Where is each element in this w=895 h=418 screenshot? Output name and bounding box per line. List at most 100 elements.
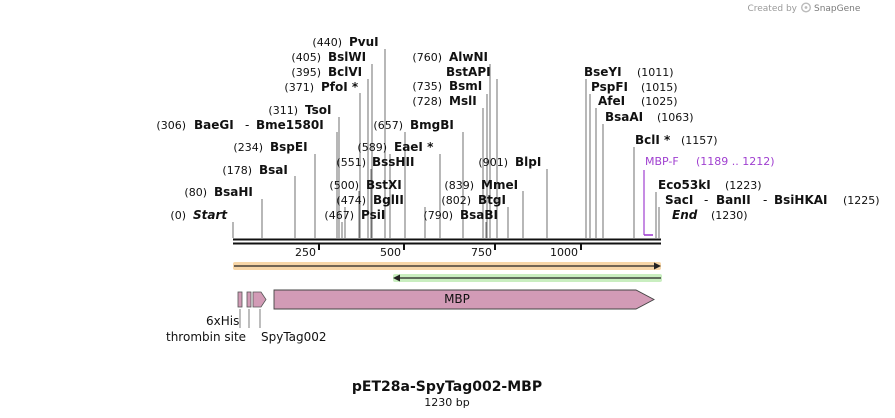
svg-text:Bme1580I: Bme1580I (256, 118, 324, 132)
svg-text:BsaBI: BsaBI (460, 208, 498, 222)
svg-text:PsiI: PsiI (361, 208, 385, 222)
svg-text:(440): (440) (312, 36, 342, 49)
svg-text:(311): (311) (268, 104, 298, 117)
site-pfoi[interactable]: (371) PfoI * (284, 80, 358, 94)
label-thrombin-site: thrombin site (166, 330, 246, 344)
svg-text:BstAPI: BstAPI (446, 65, 491, 79)
tick-750: 750 (471, 246, 492, 259)
created-by-text: Created by (747, 4, 797, 14)
label-spytag002: SpyTag002 (261, 330, 327, 344)
feature-spytag002[interactable] (252, 291, 267, 328)
svg-text:(0): (0) (170, 209, 186, 222)
svg-text:BclVI: BclVI (328, 65, 362, 79)
site-blpi[interactable]: (901) BlpI (478, 155, 541, 169)
svg-text:BsaAI: BsaAI (605, 110, 643, 124)
site-end[interactable]: End (1230) (672, 208, 748, 222)
feature-thrombin-site[interactable] (246, 291, 252, 328)
site-bstapi[interactable]: BstAPI (446, 65, 491, 79)
svg-text:BslWI: BslWI (328, 50, 366, 64)
tick-1000: 1000 (550, 246, 578, 259)
mbp-label: MBP (444, 292, 470, 306)
site-start[interactable]: (0) Start (170, 208, 228, 222)
site-bspei[interactable]: (234) BspEI (233, 140, 307, 154)
site-alwni[interactable]: (760) AlwNI (412, 50, 488, 64)
site-bseyi[interactable]: BseYI (1011) (584, 65, 674, 79)
primer-mbp-f[interactable]: MBP-F (1189 .. 1212) (643, 155, 775, 236)
site-bsahi[interactable]: (80) BsaHI (184, 185, 253, 199)
site-bcli[interactable]: BclI * (1157) (635, 133, 718, 147)
site-bsshii[interactable]: (551) BssHII (336, 155, 414, 169)
svg-text:(1223): (1223) (725, 179, 762, 192)
svg-text:(1225): (1225) (843, 194, 880, 207)
site-bsabi[interactable]: (790) BsaBI (423, 208, 498, 222)
svg-text:-: - (245, 118, 249, 132)
site-bclvi[interactable]: (395) BclVI (291, 65, 362, 79)
map-title: pET28a-SpyTag002-MBP (352, 379, 542, 395)
site-pvui[interactable]: (440) PvuI (312, 35, 378, 49)
site-saci-banii-bsihkai[interactable]: SacI - BanII - BsiHKAI (1225) (665, 193, 880, 207)
snapgene-logo-icon (801, 2, 812, 13)
svg-text:(1063): (1063) (657, 111, 694, 124)
svg-text:(760): (760) (412, 51, 442, 64)
site-bstxi[interactable]: (500) BstXI (329, 178, 401, 192)
svg-text:(371): (371) (284, 81, 314, 94)
svg-text:(657): (657) (373, 119, 403, 132)
svg-text:AfeI: AfeI (598, 94, 625, 108)
svg-text:Eco53kI: Eco53kI (658, 178, 711, 192)
svg-text:(802): (802) (441, 194, 471, 207)
svg-text:BmgBI: BmgBI (410, 118, 454, 132)
site-btgi[interactable]: (802) BtgI (441, 193, 506, 207)
svg-text:(551): (551) (336, 156, 366, 169)
svg-text:BanII: BanII (716, 193, 751, 207)
orf-forward-arrow[interactable] (233, 262, 661, 270)
svg-text:(839): (839) (444, 179, 474, 192)
site-eco53ki[interactable]: Eco53kI (1223) (658, 178, 762, 192)
svg-text:BsaI: BsaI (259, 163, 288, 177)
svg-text:-: - (704, 193, 708, 207)
feature-6xhis[interactable] (237, 291, 243, 328)
svg-text:(790): (790) (423, 209, 453, 222)
feature-mbp[interactable]: MBP (273, 289, 655, 310)
site-bmgbi[interactable]: (657) BmgBI (373, 118, 453, 132)
svg-text:(735): (735) (412, 80, 442, 93)
svg-text:(467): (467) (324, 209, 354, 222)
site-baegi-bme1580i[interactable]: (306) BaeGI - Bme1580I (156, 118, 323, 132)
svg-text:(405): (405) (291, 51, 321, 64)
site-pspfi[interactable]: PspFI (1015) (591, 80, 678, 94)
site-eaei[interactable]: (589) EaeI * (357, 140, 434, 154)
site-afei[interactable]: AfeI (1025) (598, 94, 678, 108)
svg-text:(306): (306) (156, 119, 186, 132)
orf-reverse-arrow[interactable] (393, 274, 662, 282)
svg-text:BlpI: BlpI (515, 155, 541, 169)
svg-text:PspFI: PspFI (591, 80, 628, 94)
site-bsai[interactable]: (178) BsaI (222, 163, 287, 177)
tick-250: 250 (295, 246, 316, 259)
svg-text:(901): (901) (478, 156, 508, 169)
svg-text:(1025): (1025) (641, 95, 678, 108)
svg-text:BssHII: BssHII (372, 155, 414, 169)
sequence-backbone: 250 500 750 1000 (233, 238, 661, 259)
site-mmei[interactable]: (839) MmeI (444, 178, 518, 192)
site-leader-lines (232, 49, 660, 238)
snapgene-brand: SnapGene (814, 4, 861, 14)
svg-text:(395): (395) (291, 66, 321, 79)
site-tsoi[interactable]: (311) TsoI (268, 103, 331, 117)
svg-text:-: - (763, 193, 767, 207)
site-bsmi[interactable]: (735) BsmI (412, 79, 482, 93)
svg-text:BseYI: BseYI (584, 65, 622, 79)
site-bglii[interactable]: (474) BglII (336, 193, 403, 207)
site-psii[interactable]: (467) PsiI (324, 208, 385, 222)
svg-text:(474): (474) (336, 194, 366, 207)
svg-text:BspEI: BspEI (270, 140, 308, 154)
tick-500: 500 (380, 246, 401, 259)
site-bsaai[interactable]: BsaAI (1063) (605, 110, 694, 124)
svg-text:BsmI: BsmI (449, 79, 482, 93)
svg-text:Start: Start (193, 208, 228, 222)
map-length: 1230 bp (424, 396, 469, 409)
svg-text:(500): (500) (329, 179, 359, 192)
site-msli[interactable]: (728) MslI (412, 94, 476, 108)
svg-text:(1011): (1011) (637, 66, 674, 79)
site-bslwi[interactable]: (405) BslWI (291, 50, 366, 64)
svg-text:(80): (80) (184, 186, 207, 199)
